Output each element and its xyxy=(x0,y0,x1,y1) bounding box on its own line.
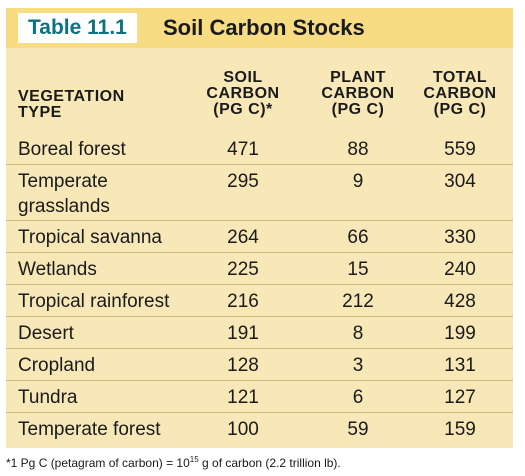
footnote-text: g of carbon (2.2 trillion lb). xyxy=(198,456,341,470)
soil-carbon-cell: 264 xyxy=(227,227,259,248)
vegetation-type-cell: Tundra xyxy=(18,387,78,408)
header-line: SOIL xyxy=(223,69,263,86)
table-row: Temperate grasslands 295 9 304 xyxy=(6,164,513,221)
vegetation-type-cell: Boreal forest xyxy=(18,139,126,160)
soil-carbon-cell: 121 xyxy=(227,387,259,408)
table-number-label: Table 11.1 xyxy=(18,13,137,43)
soil-carbon-cell: 471 xyxy=(227,139,259,160)
table-row: Cropland 128 3 131 xyxy=(6,348,513,381)
total-carbon-cell: 199 xyxy=(444,323,476,344)
soil-carbon-cell: 216 xyxy=(227,291,259,312)
table-row: Temperate forest 100 59 159 xyxy=(6,412,513,449)
plant-carbon-cell: 212 xyxy=(342,291,374,312)
soil-carbon-cell: 295 xyxy=(227,171,259,192)
vegetation-type-cell: Wetlands xyxy=(18,259,97,280)
vegetation-type-cell: Tropical rainforest xyxy=(18,291,170,312)
table-header: VEGETATION TYPE SOIL CARBON (PG C)* PLAN… xyxy=(6,48,513,130)
plant-carbon-cell: 8 xyxy=(352,323,364,344)
table-row: Boreal forest 471 88 559 xyxy=(6,132,513,164)
table-row: Tropical rainforest 216 212 428 xyxy=(6,284,513,317)
total-carbon-cell: 240 xyxy=(444,259,476,280)
table-row: Wetlands 225 15 240 xyxy=(6,252,513,285)
table-title: Soil Carbon Stocks xyxy=(163,15,365,40)
total-carbon-cell: 127 xyxy=(444,387,476,408)
plant-carbon-cell: 59 xyxy=(347,419,369,440)
header-line: VEGETATION xyxy=(18,88,125,105)
header-line: TYPE xyxy=(18,104,62,121)
header-line: (PG C) xyxy=(433,101,487,118)
plant-carbon-cell: 15 xyxy=(347,259,369,280)
total-carbon-cell: 304 xyxy=(444,171,476,192)
total-carbon-cell: 330 xyxy=(444,227,476,248)
header-line: TOTAL xyxy=(432,69,488,86)
soil-carbon-cell: 225 xyxy=(227,259,259,280)
header-line: (PG C) xyxy=(331,101,385,118)
soil-carbon-cell: 128 xyxy=(227,355,259,376)
soil-carbon-cell: 100 xyxy=(227,419,259,440)
table-row: Tropical savanna 264 66 330 xyxy=(6,220,513,253)
total-carbon-cell: 131 xyxy=(444,355,476,376)
column-header-soil-carbon: SOIL CARBON (PG C)* xyxy=(193,70,293,118)
plant-carbon-cell: 3 xyxy=(352,355,364,376)
vegetation-type-cell: Temperate forest xyxy=(18,419,161,440)
column-header-vegetation-type: VEGETATION TYPE xyxy=(18,89,125,121)
plant-carbon-cell: 88 xyxy=(347,139,369,160)
vegetation-type-cell: Temperate grasslands xyxy=(18,171,110,217)
table-title-bar: Table 11.1 Soil Carbon Stocks xyxy=(6,8,513,48)
total-carbon-cell: 159 xyxy=(444,419,476,440)
total-carbon-cell: 428 xyxy=(444,291,476,312)
plant-carbon-cell: 9 xyxy=(352,171,364,192)
table-row: Desert 191 8 199 xyxy=(6,316,513,349)
header-line: CARBON xyxy=(423,85,497,102)
header-line: CARBON xyxy=(321,85,395,102)
plant-carbon-cell: 66 xyxy=(347,227,369,248)
column-header-total-carbon: TOTAL CARBON (PG C) xyxy=(410,70,510,118)
table-row: Tundra 121 6 127 xyxy=(6,380,513,413)
header-line: (PG C)* xyxy=(213,101,273,118)
vegetation-type-cell: Tropical savanna xyxy=(18,227,162,248)
plant-carbon-cell: 6 xyxy=(352,387,364,408)
header-line: CARBON xyxy=(206,85,280,102)
footnote-text: *1 Pg C (petagram of carbon) = 10 xyxy=(6,456,190,470)
vegetation-type-cell: Cropland xyxy=(18,355,96,376)
column-header-plant-carbon: PLANT CARBON (PG C) xyxy=(308,70,408,118)
table-footnote: *1 Pg C (petagram of carbon) = 1015 g of… xyxy=(6,455,341,471)
footnote-exponent: 15 xyxy=(189,455,199,464)
soil-carbon-cell: 191 xyxy=(227,323,259,344)
header-line: PLANT xyxy=(330,69,386,86)
total-carbon-cell: 559 xyxy=(444,139,476,160)
table-panel: Table 11.1 Soil Carbon Stocks VEGETATION… xyxy=(6,8,513,448)
vegetation-type-cell: Desert xyxy=(18,323,74,344)
